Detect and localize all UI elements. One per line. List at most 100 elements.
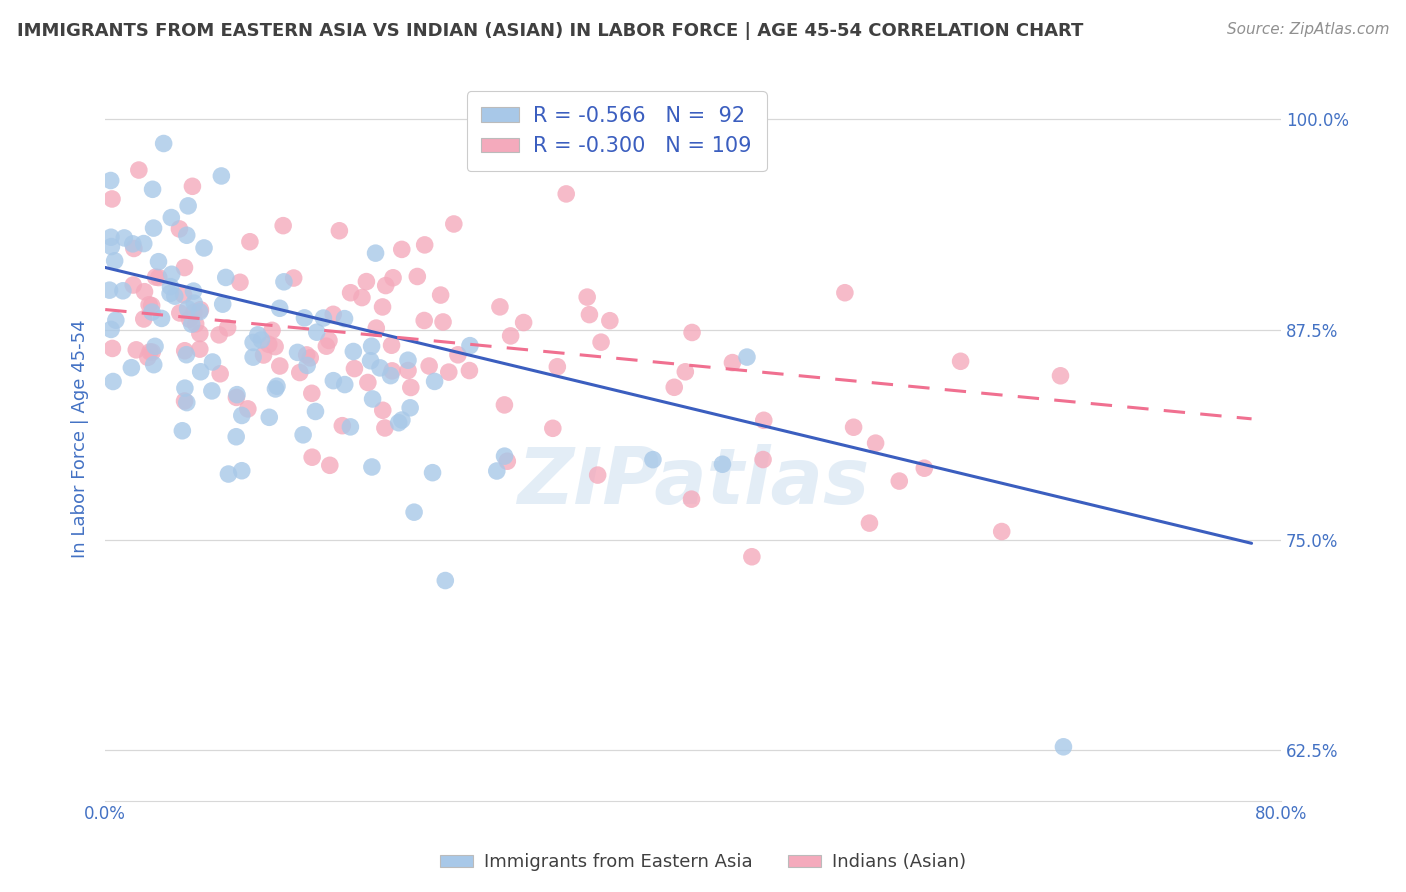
Point xyxy=(208,327,231,342)
Point xyxy=(174,381,197,395)
Point xyxy=(143,339,166,353)
Point xyxy=(333,377,356,392)
Point xyxy=(225,391,247,405)
Point xyxy=(752,452,775,467)
Point xyxy=(288,366,311,380)
Point xyxy=(295,348,318,362)
Point xyxy=(485,464,508,478)
Point xyxy=(361,392,384,406)
Point xyxy=(141,299,163,313)
Point xyxy=(152,136,174,151)
Point xyxy=(304,404,326,418)
Point xyxy=(142,182,165,196)
Point xyxy=(142,221,165,235)
Point xyxy=(834,285,856,300)
Point xyxy=(259,410,281,425)
Point xyxy=(121,236,143,251)
Point xyxy=(101,342,124,356)
Point xyxy=(681,492,703,507)
Point xyxy=(125,343,148,357)
Point xyxy=(231,409,253,423)
Legend: R = -0.566   N =  92, R = -0.300   N = 109: R = -0.566 N = 92, R = -0.300 N = 109 xyxy=(467,92,766,171)
Point xyxy=(711,457,734,471)
Point xyxy=(949,354,972,368)
Point xyxy=(287,345,309,359)
Point xyxy=(190,365,212,379)
Point xyxy=(842,420,865,434)
Point xyxy=(319,458,342,473)
Point xyxy=(180,317,202,331)
Point xyxy=(752,413,775,427)
Point xyxy=(177,199,200,213)
Point xyxy=(489,300,512,314)
Point xyxy=(211,297,233,311)
Point xyxy=(301,450,323,465)
Point xyxy=(225,430,247,444)
Point xyxy=(388,416,411,430)
Point xyxy=(183,305,205,319)
Point xyxy=(242,335,264,350)
Point xyxy=(494,449,516,463)
Point xyxy=(330,418,353,433)
Point xyxy=(188,304,211,318)
Point xyxy=(250,333,273,347)
Point xyxy=(260,323,283,337)
Point xyxy=(209,169,232,183)
Point xyxy=(396,363,419,377)
Y-axis label: In Labor Force | Age 45-54: In Labor Force | Age 45-54 xyxy=(72,319,89,558)
Point xyxy=(172,424,194,438)
Point xyxy=(391,413,413,427)
Point xyxy=(339,420,361,434)
Point xyxy=(104,253,127,268)
Point xyxy=(193,241,215,255)
Point xyxy=(160,267,183,281)
Point xyxy=(246,327,269,342)
Point xyxy=(912,461,935,475)
Point xyxy=(322,374,344,388)
Point xyxy=(179,312,201,326)
Point xyxy=(101,192,124,206)
Point xyxy=(111,284,134,298)
Point xyxy=(413,238,436,252)
Point xyxy=(101,375,124,389)
Point xyxy=(735,350,758,364)
Point xyxy=(269,301,291,316)
Point xyxy=(100,230,122,244)
Point xyxy=(104,313,127,327)
Point xyxy=(374,421,396,435)
Point xyxy=(889,474,911,488)
Point xyxy=(865,436,887,450)
Point xyxy=(150,311,173,326)
Point xyxy=(434,574,457,588)
Point xyxy=(299,351,322,365)
Point xyxy=(138,298,160,312)
Point xyxy=(141,345,163,359)
Point xyxy=(586,468,609,483)
Point xyxy=(399,380,422,394)
Point xyxy=(404,505,426,519)
Point xyxy=(173,394,195,409)
Point xyxy=(229,275,252,289)
Text: ZIPatlas: ZIPatlas xyxy=(517,444,869,520)
Point xyxy=(264,340,287,354)
Point xyxy=(173,260,195,275)
Point xyxy=(664,380,686,394)
Point xyxy=(100,239,122,253)
Point xyxy=(546,359,568,374)
Point xyxy=(100,322,122,336)
Point xyxy=(371,300,394,314)
Point xyxy=(273,275,295,289)
Point xyxy=(231,464,253,478)
Point xyxy=(217,467,239,481)
Point xyxy=(364,246,387,260)
Point xyxy=(252,348,274,362)
Point xyxy=(301,386,323,401)
Point xyxy=(176,228,198,243)
Point xyxy=(396,353,419,368)
Point xyxy=(305,325,328,339)
Point xyxy=(242,350,264,364)
Point xyxy=(163,289,186,303)
Point xyxy=(201,384,224,398)
Point xyxy=(176,301,198,316)
Point xyxy=(201,355,224,369)
